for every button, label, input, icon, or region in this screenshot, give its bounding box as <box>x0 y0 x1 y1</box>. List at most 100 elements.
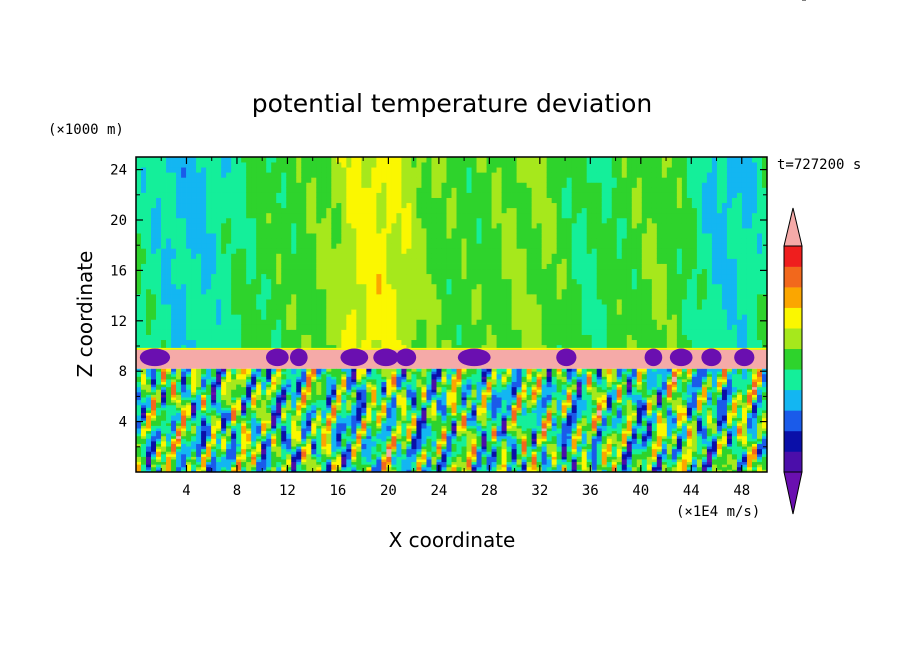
field-cell <box>151 430 157 434</box>
field-cell <box>681 334 688 341</box>
field-cell <box>196 212 202 219</box>
field-cell <box>186 304 192 310</box>
field-cell <box>141 197 147 204</box>
field-cell <box>411 157 417 163</box>
field-cell <box>316 299 322 305</box>
field-cell <box>156 456 162 460</box>
field-cell <box>306 334 312 341</box>
field-cell <box>311 207 317 214</box>
field-cell <box>476 293 482 300</box>
field-cell <box>336 339 342 346</box>
field-cell <box>166 197 172 204</box>
field-cell <box>166 278 172 285</box>
field-cell <box>616 202 623 209</box>
field-cell <box>761 273 767 280</box>
field-cell <box>136 177 142 183</box>
field-cell <box>571 314 578 320</box>
field-cell <box>336 207 342 214</box>
field-cell <box>236 238 242 244</box>
field-cell <box>261 273 267 280</box>
field-cell <box>136 371 142 375</box>
field-cell <box>256 202 262 209</box>
field-cell <box>706 299 713 305</box>
field-cell <box>561 238 568 244</box>
field-cell <box>506 278 512 285</box>
field-cell <box>631 212 638 219</box>
field-cell <box>751 334 758 341</box>
field-cell <box>566 344 573 351</box>
field-cell <box>536 268 543 275</box>
field-cell <box>501 182 507 188</box>
field-cell <box>651 202 658 209</box>
field-cell <box>356 288 362 295</box>
field-cell <box>586 258 593 264</box>
field-cell <box>501 207 507 214</box>
field-cell <box>421 238 427 244</box>
field-cell <box>481 172 487 178</box>
field-cell <box>156 433 162 437</box>
field-cell <box>706 309 713 315</box>
field-cell <box>276 334 282 341</box>
field-cell <box>196 299 202 305</box>
field-cell <box>286 228 292 234</box>
field-cell <box>581 263 588 270</box>
field-cell <box>631 182 638 188</box>
field-cell <box>526 268 533 275</box>
field-cell <box>551 217 558 224</box>
field-cell <box>576 268 583 275</box>
field-cell <box>676 263 683 270</box>
field-cell <box>681 217 688 224</box>
field-cell <box>141 391 147 395</box>
field-cell <box>416 157 422 163</box>
field-cell <box>426 283 432 290</box>
field-cell <box>311 192 317 198</box>
field-cell <box>711 324 718 330</box>
field-cell <box>711 253 718 259</box>
field-cell <box>321 339 327 346</box>
field-cell <box>661 309 668 315</box>
field-cell <box>606 233 613 239</box>
field-cell <box>476 258 482 264</box>
field-cell <box>366 319 372 325</box>
field-cell <box>451 309 457 315</box>
field-cell <box>186 283 192 290</box>
field-cell <box>656 329 663 335</box>
field-cell <box>296 228 302 234</box>
field-cell <box>461 177 467 183</box>
field-cell <box>556 243 563 249</box>
field-cell <box>761 182 767 188</box>
field-cell <box>496 177 502 183</box>
field-cell <box>581 172 588 178</box>
field-cell <box>346 283 352 290</box>
field-cell <box>211 202 217 209</box>
field-cell <box>441 283 447 290</box>
field-cell <box>151 394 157 398</box>
field-cell <box>396 344 402 351</box>
field-cell <box>516 228 523 234</box>
field-cell <box>701 273 708 280</box>
field-cell <box>416 314 422 320</box>
field-cell <box>721 319 728 325</box>
field-cell <box>681 207 688 214</box>
field-cell <box>666 339 673 346</box>
field-cell <box>256 314 262 320</box>
field-cell <box>351 238 357 244</box>
field-cell <box>511 187 518 193</box>
field-cell <box>466 304 472 310</box>
field-cell <box>361 197 367 204</box>
field-cell <box>466 207 472 214</box>
field-cell <box>286 263 292 270</box>
field-cell <box>321 187 327 193</box>
field-cell <box>666 268 673 275</box>
field-cell <box>596 243 603 249</box>
field-cell <box>646 222 653 229</box>
field-cell <box>541 293 548 300</box>
field-cell <box>716 157 723 163</box>
field-cell <box>651 299 658 305</box>
field-cell <box>136 162 142 168</box>
field-cell <box>536 162 543 168</box>
field-cell <box>141 253 147 259</box>
field-cell <box>631 314 638 320</box>
field-cell <box>401 319 407 325</box>
field-cell <box>151 438 157 442</box>
